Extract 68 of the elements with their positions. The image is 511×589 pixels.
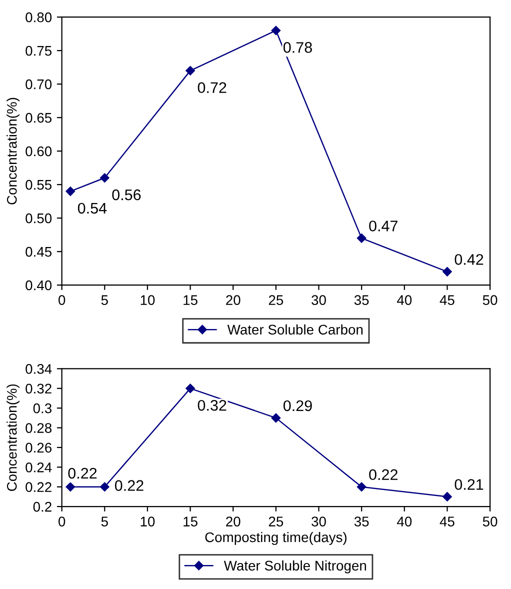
- x-tick-label: 35: [354, 295, 369, 305]
- y-tick-label: 0.60: [26, 146, 52, 156]
- x-axis-title: Composting time(days): [205, 532, 346, 545]
- data-label: 0.32: [198, 400, 226, 411]
- data-label: 0.72: [198, 82, 226, 94]
- point: [186, 66, 195, 76]
- y-tick-label: 0.45: [26, 246, 52, 257]
- y-axis-title: Concentration(%): [6, 384, 20, 491]
- y-tick-label: 0.80: [26, 12, 52, 22]
- point: [100, 482, 110, 492]
- y-tick-label: 0.28: [26, 423, 52, 433]
- x-tick-label: 45: [440, 516, 454, 526]
- x-tick-label: 30: [312, 516, 326, 526]
- y-tick-label: 0.55: [26, 180, 52, 190]
- data-label: 0.78: [283, 42, 312, 53]
- x-tick-label: 25: [268, 516, 284, 526]
- x-tick-label: 10: [140, 295, 155, 305]
- data-label: 0.54: [78, 202, 107, 214]
- y-tick-label: 0.24: [26, 462, 52, 472]
- point: [66, 186, 76, 196]
- legend-label: Water Soluble Carbon: [227, 324, 363, 335]
- x-tick-label: 45: [440, 295, 454, 305]
- x-tick-label: 5: [101, 516, 108, 526]
- data-label: 0.29: [283, 400, 312, 412]
- legend-label: Water Soluble Nitrogen: [224, 560, 366, 574]
- point: [271, 26, 281, 36]
- x-tick-label: 30: [312, 295, 326, 305]
- y-tick-label: 0.32: [26, 384, 52, 394]
- x-tick-label: 10: [140, 516, 155, 526]
- x-tick-label: 20: [226, 295, 240, 305]
- y-tick-label: 0.26: [26, 442, 52, 453]
- data-label: 0.56: [112, 189, 141, 200]
- x-tick-label: 50: [482, 516, 498, 526]
- data-label: 0.47: [369, 220, 398, 232]
- y-tick-label: 0.34: [26, 364, 52, 374]
- y-tick-label: 0.3: [33, 403, 52, 414]
- x-tick-label: 40: [397, 295, 412, 305]
- point: [442, 267, 452, 276]
- y-tick-label: 0.65: [26, 112, 52, 123]
- x-tick-label: 0: [58, 516, 66, 526]
- y-tick-label: 0.2: [33, 502, 52, 512]
- x-tick-label: 15: [184, 295, 198, 305]
- point: [100, 173, 110, 182]
- x-tick-label: 35: [354, 516, 369, 526]
- y-tick-label: 0.22: [26, 482, 52, 492]
- x-tick-label: 50: [482, 295, 498, 305]
- y-tick-label: 0.50: [26, 213, 52, 224]
- data-label: 0.21: [454, 479, 484, 490]
- data-label: 0.22: [369, 469, 398, 480]
- point: [356, 234, 366, 243]
- x-tick-label: 5: [101, 295, 108, 305]
- point: [442, 492, 452, 502]
- y-tick-label: 0.75: [26, 46, 52, 56]
- x-tick-label: 40: [397, 516, 412, 526]
- y-tick-label: 0.40: [26, 280, 52, 290]
- point: [186, 384, 195, 394]
- point: [356, 482, 366, 492]
- x-tick-label: 25: [268, 295, 284, 305]
- x-tick-label: 0: [58, 295, 66, 305]
- point: [66, 482, 76, 492]
- data-label: 0.22: [114, 480, 144, 491]
- point: [271, 413, 281, 423]
- x-tick-label: 20: [226, 516, 240, 526]
- x-tick-label: 15: [184, 516, 198, 526]
- data-label: 0.42: [454, 254, 484, 265]
- y-axis-title: Concentration(%): [6, 98, 20, 204]
- data-label: 0.22: [68, 468, 97, 479]
- y-tick-label: 0.70: [26, 79, 52, 90]
